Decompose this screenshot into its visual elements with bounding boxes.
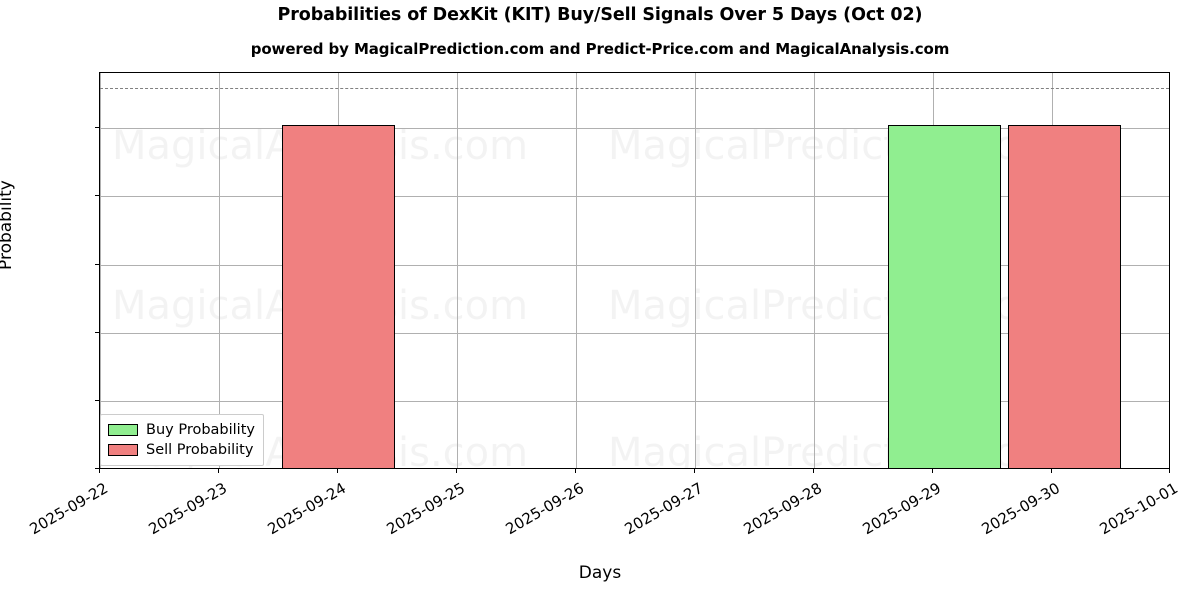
gridline-vertical — [219, 73, 220, 468]
legend-label-buy: Buy Probability — [146, 422, 255, 438]
gridline-vertical — [457, 73, 458, 468]
threshold-line — [100, 88, 1169, 89]
xtick-mark — [813, 469, 815, 473]
bar-sell-2025-09-24[interactable] — [282, 125, 395, 468]
gridline-vertical — [100, 73, 101, 468]
legend-label-sell: Sell Probability — [146, 442, 254, 458]
xtick-label-2025-09-29: 2025-09-29 — [859, 479, 944, 539]
y-axis-label: Probability — [0, 180, 16, 270]
xtick-label-2025-09-25: 2025-09-25 — [383, 479, 468, 539]
xtick-label-2025-09-30: 2025-09-30 — [978, 479, 1063, 539]
plot-area: MagicalAnalysis.com MagicalPrediction.co… — [99, 72, 1170, 469]
bar-buy-2025-09-29[interactable] — [888, 125, 1001, 468]
gridline-horizontal — [100, 196, 1169, 197]
gridline-vertical — [814, 73, 815, 468]
ytick-mark — [95, 400, 99, 402]
legend-item-buy[interactable]: Buy Probability — [108, 420, 255, 440]
xtick-label-2025-09-24: 2025-09-24 — [264, 479, 349, 539]
gridline-horizontal — [100, 128, 1169, 129]
xtick-mark — [218, 469, 220, 473]
ytick-mark — [95, 195, 99, 197]
gridline-horizontal — [100, 265, 1169, 266]
xtick-mark — [694, 469, 696, 473]
gridline-vertical — [695, 73, 696, 468]
xtick-label-2025-10-01: 2025-10-01 — [1096, 479, 1181, 539]
xtick-mark — [932, 469, 934, 473]
legend-swatch-sell-icon — [108, 444, 138, 456]
xtick-label-2025-09-27: 2025-09-27 — [621, 479, 706, 539]
xtick-mark — [99, 469, 101, 473]
legend-item-sell[interactable]: Sell Probability — [108, 440, 255, 460]
x-axis-label: Days — [578, 563, 622, 583]
bar-sell-2025-09-30[interactable] — [1008, 125, 1121, 468]
xtick-mark — [1051, 469, 1053, 473]
xtick-mark — [456, 469, 458, 473]
xtick-mark — [1169, 469, 1171, 473]
xtick-mark — [337, 469, 339, 473]
xtick-label-2025-09-26: 2025-09-26 — [502, 479, 587, 539]
xtick-label-2025-09-28: 2025-09-28 — [740, 479, 825, 539]
xtick-label-2025-09-22: 2025-09-22 — [26, 479, 112, 539]
gridline-horizontal — [100, 333, 1169, 334]
chart-subtitle: powered by MagicalPrediction.com and Pre… — [250, 40, 950, 58]
chart-legend[interactable]: Buy Probability Sell Probability — [100, 414, 264, 466]
chart-title: Probabilities of DexKit (KIT) Buy/Sell S… — [277, 5, 923, 25]
ytick-mark — [95, 264, 99, 266]
xtick-mark — [575, 469, 577, 473]
gridline-vertical — [576, 73, 577, 468]
ytick-mark — [95, 468, 99, 470]
ytick-mark — [95, 332, 99, 334]
legend-swatch-buy-icon — [108, 424, 138, 436]
ytick-mark — [95, 127, 99, 129]
xtick-label-2025-09-23: 2025-09-23 — [145, 479, 230, 539]
gridline-horizontal — [100, 401, 1169, 402]
